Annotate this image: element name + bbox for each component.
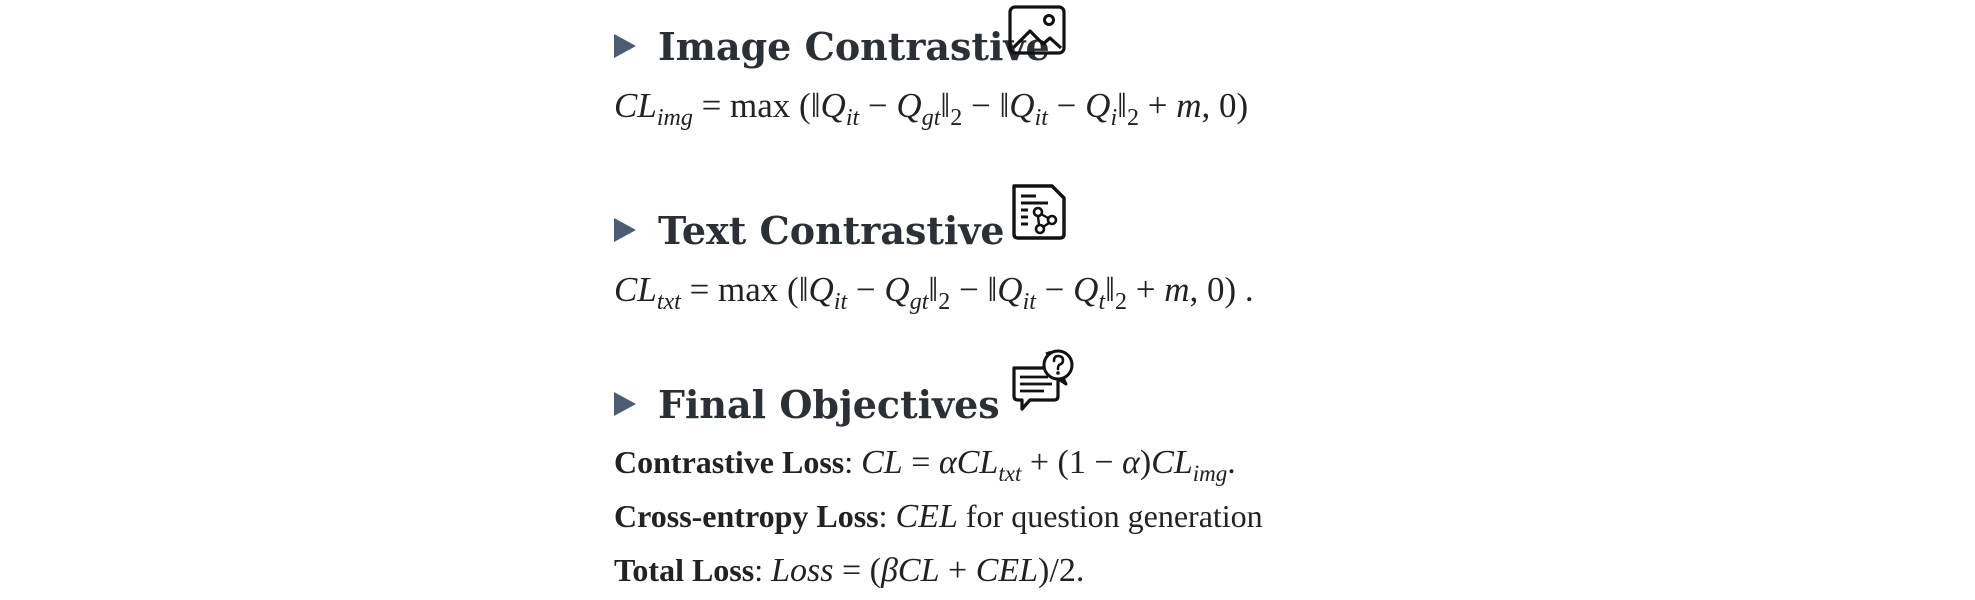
section-heading-text-contrastive: Text Contrastive: [614, 200, 1005, 260]
chat-question-icon: [1012, 349, 1074, 411]
objective-label: Total Loss: [614, 552, 755, 588]
formula-text-contrastive: CLtxt = max (‖Qit − Qgt‖2 − ‖Qit − Qt‖2 …: [614, 270, 1254, 315]
document-network-icon: [1012, 184, 1066, 240]
section-heading-image-contrastive: Image Contrastive: [614, 16, 1050, 76]
objective-label: Contrastive Loss: [614, 444, 845, 480]
section-title: Text Contrastive: [658, 207, 1005, 253]
objective-cross-entropy-loss: Cross-entropy Loss: CEL for question gen…: [614, 498, 1263, 535]
objective-text: for question generation: [957, 498, 1263, 534]
objective-label: Cross-entropy Loss: [614, 498, 879, 534]
bullet-triangle-icon: [614, 392, 636, 416]
objective-total-loss: Total Loss: Loss = (βCL + CEL)/2.: [614, 552, 1085, 589]
bullet-triangle-icon: [614, 34, 636, 58]
section-title: Image Contrastive: [658, 23, 1050, 69]
section-title: Final Objectives: [658, 381, 1000, 427]
objective-math: CEL: [895, 498, 958, 535]
section-heading-final-objectives: Final Objectives: [614, 374, 1000, 434]
formula-image-contrastive: CLimg = max (‖Qit − Qgt‖2 − ‖Qit − Qi‖2 …: [614, 86, 1249, 131]
image-icon: [1008, 5, 1066, 55]
objective-contrastive-loss: Contrastive Loss: CL = αCLtxt + (1 − α)C…: [614, 444, 1236, 486]
bullet-triangle-icon: [614, 218, 636, 242]
